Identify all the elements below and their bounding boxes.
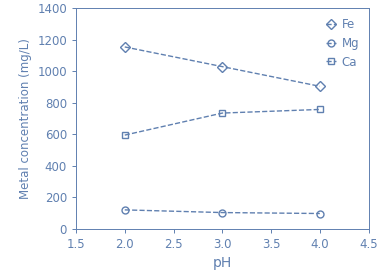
Ca [122, 133, 127, 137]
Mg [220, 211, 225, 214]
Mg [122, 208, 127, 211]
Ca [220, 111, 225, 115]
Fe [122, 45, 127, 49]
Mg [318, 212, 322, 215]
Ca [318, 108, 322, 111]
Line: Fe: Fe [121, 44, 323, 90]
Y-axis label: Metal concentration (mg/L): Metal concentration (mg/L) [19, 38, 32, 199]
Legend: Fe, Mg, Ca: Fe, Mg, Ca [323, 14, 363, 72]
Fe [220, 65, 225, 68]
Line: Ca: Ca [121, 106, 323, 139]
Line: Mg: Mg [121, 206, 323, 217]
X-axis label: pH: pH [213, 256, 232, 270]
Fe [318, 85, 322, 88]
